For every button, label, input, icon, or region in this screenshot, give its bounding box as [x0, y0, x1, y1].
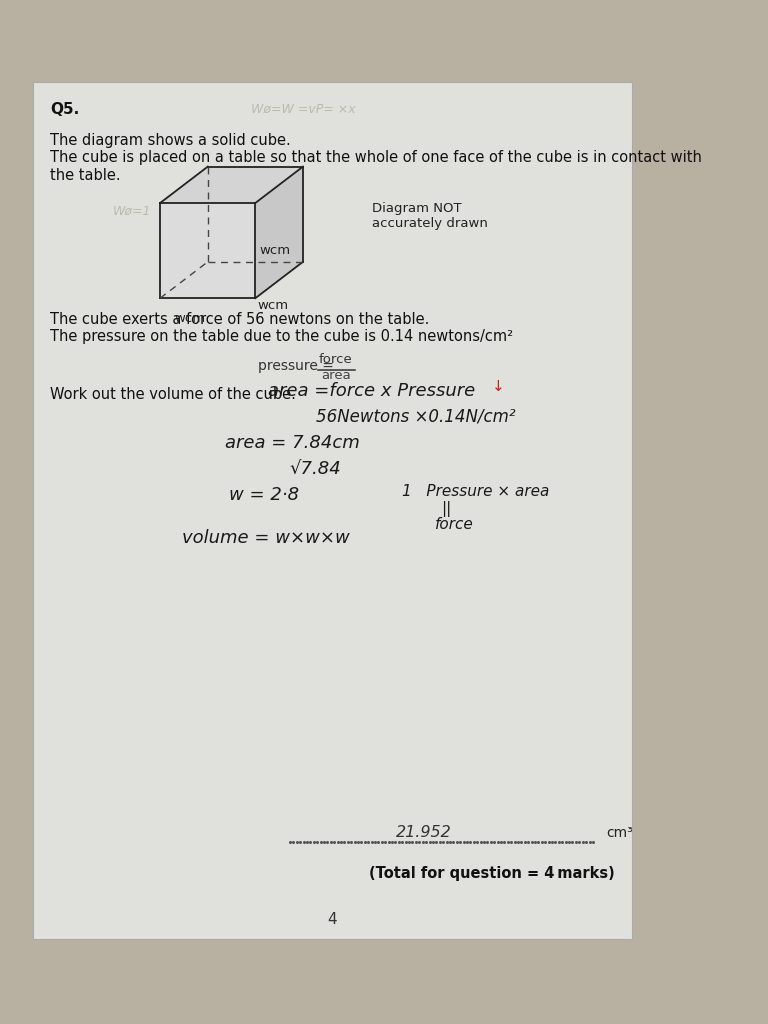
Polygon shape [160, 203, 255, 298]
Text: the table.: the table. [50, 168, 121, 182]
Text: cm³: cm³ [606, 826, 633, 841]
Text: area =force x Pressure: area =force x Pressure [268, 382, 475, 400]
Text: 56Newtons ×0.14N/cm²: 56Newtons ×0.14N/cm² [316, 408, 515, 426]
Text: The diagram shows a solid cube.: The diagram shows a solid cube. [50, 133, 291, 148]
Text: ||: || [442, 501, 452, 517]
Text: √7.84: √7.84 [290, 460, 342, 478]
Text: (Total for question = 4 marks): (Total for question = 4 marks) [369, 866, 614, 881]
Text: area = 7.84cm: area = 7.84cm [225, 434, 359, 452]
Text: The pressure on the table due to the cube is 0.14 newtons/cm²: The pressure on the table due to the cub… [50, 330, 513, 344]
Text: 21.952: 21.952 [396, 825, 452, 841]
Text: Diagram NOT: Diagram NOT [372, 202, 462, 215]
Text: wcm: wcm [175, 312, 206, 326]
Text: wcm: wcm [258, 299, 289, 311]
Text: accurately drawn: accurately drawn [372, 217, 488, 230]
Text: Q5.: Q5. [50, 101, 79, 117]
Text: The cube is placed on a table so that the whole of one face of the cube is in co: The cube is placed on a table so that th… [50, 151, 702, 165]
Text: wcm: wcm [260, 244, 291, 257]
Polygon shape [160, 167, 303, 203]
Text: The cube exerts a force of 56 newtons on the table.: The cube exerts a force of 56 newtons on… [50, 312, 429, 328]
Text: Work out the volume of the cube.: Work out the volume of the cube. [50, 387, 296, 402]
Text: volume = w×w×w: volume = w×w×w [182, 529, 349, 547]
Text: area: area [321, 369, 351, 382]
Text: force: force [319, 353, 353, 367]
Text: 1   Pressure × area: 1 Pressure × area [402, 483, 550, 499]
FancyBboxPatch shape [33, 82, 632, 939]
Text: w = 2·8: w = 2·8 [230, 485, 300, 504]
Text: pressure =: pressure = [258, 359, 338, 373]
Text: Wø=W =vP= ×x: Wø=W =vP= ×x [251, 102, 356, 115]
Text: Wø=1: Wø=1 [113, 204, 151, 217]
Text: force: force [435, 517, 473, 532]
Text: ↓: ↓ [492, 379, 505, 394]
Text: 4: 4 [328, 912, 337, 927]
Polygon shape [255, 167, 303, 298]
